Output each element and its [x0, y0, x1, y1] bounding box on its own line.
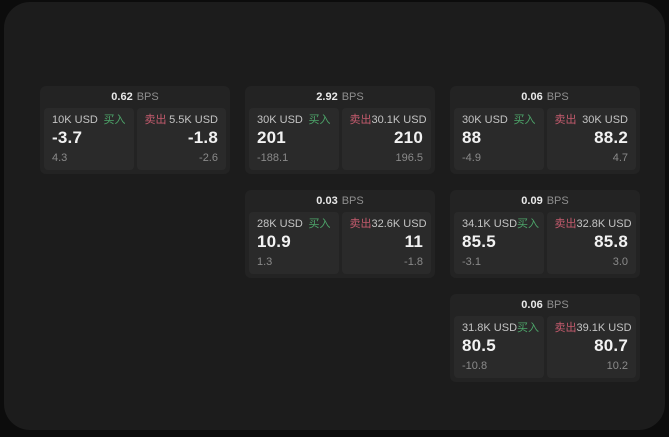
buy-panel[interactable]: 30K USD 买入 88 -4.9 [454, 108, 544, 170]
card-header: 0.06 BPS [454, 86, 636, 108]
buy-panel[interactable]: 28K USD 买入 10.9 1.3 [249, 212, 339, 274]
card-header: 0.62 BPS [44, 86, 226, 108]
card-header: 2.92 BPS [249, 86, 431, 108]
bps-unit-label: BPS [341, 195, 364, 207]
buy-tag: 买入 [103, 114, 126, 126]
sell-size: 39.1K USD [576, 322, 632, 334]
sell-panel[interactable]: 卖出 32.8K USD 85.8 3.0 [546, 212, 636, 274]
bps-value: 0.06 [521, 91, 543, 103]
sell-tag: 卖出 [144, 114, 167, 126]
buy-sub-value: -188.1 [257, 152, 289, 164]
buy-sub-value: -4.9 [462, 152, 481, 164]
buy-tag: 买入 [308, 114, 331, 126]
spread-card: 2.92 BPS 30K USD 买入 201 -188.1 卖出 30.1K … [245, 86, 435, 174]
card-header: 0.03 BPS [249, 190, 431, 212]
card-header: 0.06 BPS [454, 294, 636, 316]
sell-panel[interactable]: 卖出 30K USD 88.2 4.7 [546, 108, 636, 170]
buy-panel[interactable]: 31.8K USD 买入 80.5 -10.8 [454, 316, 544, 378]
buy-size: 31.8K USD [462, 322, 518, 334]
bps-unit-label: BPS [546, 195, 569, 207]
bps-value: 2.92 [316, 91, 338, 103]
buy-size: 30K USD [257, 114, 303, 126]
spread-card: 0.06 BPS 31.8K USD 买入 80.5 -10.8 卖出 39.1… [450, 294, 640, 382]
buy-tag: 买入 [308, 218, 331, 230]
sell-size: 32.8K USD [576, 218, 632, 230]
card-header: 0.09 BPS [454, 190, 636, 212]
bps-unit-label: BPS [341, 91, 364, 103]
sell-sub-value: 4.7 [612, 152, 628, 164]
sell-sub-value: 10.2 [606, 360, 628, 372]
sell-tag: 卖出 [554, 218, 577, 230]
sell-tag: 卖出 [554, 114, 577, 126]
sell-size: 32.6K USD [371, 218, 427, 230]
bps-unit-label: BPS [546, 299, 569, 311]
sell-size: 30.1K USD [371, 114, 427, 126]
sell-price: 80.7 [594, 336, 628, 355]
bps-value: 0.03 [316, 195, 338, 207]
buy-sub-value: -10.8 [462, 360, 488, 372]
sell-panel[interactable]: 卖出 30.1K USD 210 196.5 [341, 108, 431, 170]
bps-unit-label: BPS [546, 91, 569, 103]
buy-size: 30K USD [462, 114, 508, 126]
sell-sub-value: 3.0 [612, 256, 628, 268]
bps-value: 0.06 [521, 299, 543, 311]
buy-size: 28K USD [257, 218, 303, 230]
sell-price: 85.8 [594, 232, 628, 251]
sell-size: 30K USD [582, 114, 628, 126]
buy-size: 34.1K USD [462, 218, 518, 230]
bps-value: 0.09 [521, 195, 543, 207]
buy-size: 10K USD [52, 114, 98, 126]
sell-price: -1.8 [187, 128, 218, 147]
bps-value: 0.62 [111, 91, 133, 103]
app-window: 0.62 BPS 10K USD 买入 -3.7 4.3 卖出 5.5K USD [4, 2, 665, 430]
buy-price: 10.9 [257, 232, 291, 251]
buy-price: 80.5 [462, 336, 496, 355]
buy-sub-value: 1.3 [257, 256, 273, 268]
buy-price: -3.7 [52, 128, 83, 147]
card-column-3: 0.06 BPS 30K USD 买入 88 -4.9 卖出 30K USD [450, 86, 640, 382]
sell-size: 5.5K USD [169, 114, 218, 126]
buy-price: 85.5 [462, 232, 496, 251]
spread-card: 0.62 BPS 10K USD 买入 -3.7 4.3 卖出 5.5K USD [40, 86, 230, 174]
buy-sub-value: -3.1 [462, 256, 481, 268]
spread-card: 0.09 BPS 34.1K USD 买入 85.5 -3.1 卖出 32.8K… [450, 190, 640, 278]
buy-panel[interactable]: 34.1K USD 买入 85.5 -3.1 [454, 212, 544, 274]
buy-panel[interactable]: 10K USD 买入 -3.7 4.3 [44, 108, 134, 170]
sell-panel[interactable]: 卖出 32.6K USD 11 -1.8 [341, 212, 431, 274]
card-column-2: 2.92 BPS 30K USD 买入 201 -188.1 卖出 30.1K … [245, 86, 435, 278]
spread-card: 0.06 BPS 30K USD 买入 88 -4.9 卖出 30K USD [450, 86, 640, 174]
card-column-1: 0.62 BPS 10K USD 买入 -3.7 4.3 卖出 5.5K USD [40, 86, 230, 174]
buy-price: 88 [462, 128, 482, 147]
bps-unit-label: BPS [136, 91, 159, 103]
sell-panel[interactable]: 卖出 39.1K USD 80.7 10.2 [546, 316, 636, 378]
sell-tag: 卖出 [554, 322, 577, 334]
sell-price: 11 [404, 232, 423, 251]
buy-tag: 买入 [517, 218, 540, 230]
buy-price: 201 [257, 128, 286, 147]
buy-sub-value: 4.3 [52, 152, 68, 164]
sell-price: 210 [394, 128, 423, 147]
sell-sub-value: 196.5 [395, 152, 423, 164]
buy-tag: 买入 [513, 114, 536, 126]
sell-tag: 卖出 [349, 218, 372, 230]
buy-panel[interactable]: 30K USD 买入 201 -188.1 [249, 108, 339, 170]
spread-card: 0.03 BPS 28K USD 买入 10.9 1.3 卖出 32.6K US… [245, 190, 435, 278]
sell-panel[interactable]: 卖出 5.5K USD -1.8 -2.6 [136, 108, 226, 170]
sell-tag: 卖出 [349, 114, 372, 126]
sell-price: 88.2 [594, 128, 628, 147]
sell-sub-value: -1.8 [404, 256, 423, 268]
sell-sub-value: -2.6 [199, 152, 218, 164]
buy-tag: 买入 [517, 322, 540, 334]
